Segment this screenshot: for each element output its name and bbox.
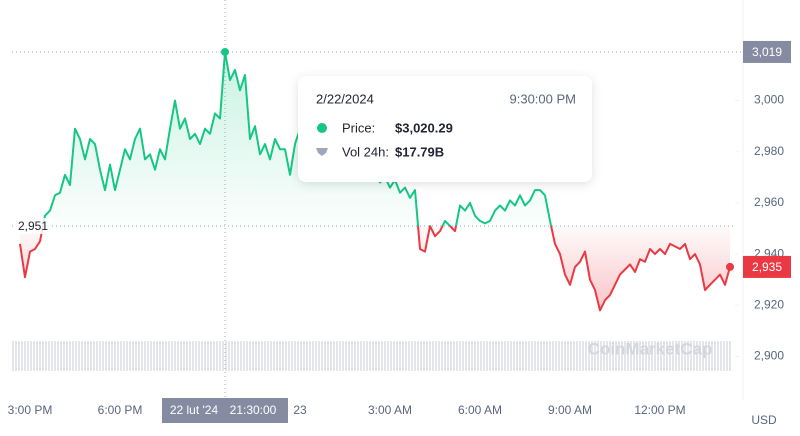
crosshair-time: 21:30:00 bbox=[230, 403, 277, 417]
currency-label: USD bbox=[751, 413, 777, 427]
price-label: Price: bbox=[342, 120, 375, 135]
volume-value: $17.79B bbox=[395, 144, 444, 159]
tooltip-date: 2/22/2024 bbox=[316, 91, 374, 106]
crosshair-point bbox=[221, 47, 229, 56]
volume-label: Vol 24h: bbox=[342, 144, 389, 159]
x-tick-label: 23 bbox=[293, 403, 307, 417]
high-badge bbox=[743, 40, 791, 63]
x-tick-label: 3:00 AM bbox=[368, 403, 412, 417]
x-tick-label: 6:00 PM bbox=[98, 403, 143, 417]
price-value: $3,020.29 bbox=[395, 120, 453, 135]
volume-bars bbox=[12, 341, 732, 371]
y-tick-label: 2,960 bbox=[754, 195, 784, 209]
y-tick-label: 2,920 bbox=[754, 297, 784, 311]
x-tick-label: 9:00 AM bbox=[548, 403, 592, 417]
tooltip-time: 9:30:00 PM bbox=[510, 91, 577, 106]
y-tick-label: 2,900 bbox=[754, 349, 784, 363]
last-point bbox=[726, 262, 734, 271]
y-tick-label: 2,980 bbox=[754, 144, 784, 158]
x-tick-label: 6:00 AM bbox=[458, 403, 502, 417]
tooltip-box bbox=[298, 76, 592, 182]
price-icon bbox=[317, 123, 327, 133]
watermark: CoinMarketCap bbox=[588, 339, 713, 358]
crosshair-label-box bbox=[162, 398, 288, 423]
volume-icon bbox=[316, 148, 328, 156]
baseline-label-bg bbox=[14, 217, 52, 234]
last-label: 2,935 bbox=[752, 260, 782, 274]
x-tick-label: 3:00 PM bbox=[8, 403, 53, 417]
high-label: 3,019 bbox=[752, 45, 782, 59]
y-tick-label: 3,000 bbox=[754, 93, 784, 107]
x-tick-label: 12:00 PM bbox=[634, 403, 685, 417]
last-badge bbox=[743, 255, 791, 278]
crosshair-date: 22 lut '24 bbox=[170, 403, 219, 417]
tooltip: 2/22/2024 9:30:00 PM Price: $3,020.29 Vo… bbox=[298, 76, 592, 182]
baseline-label: 2,951 bbox=[18, 219, 48, 233]
